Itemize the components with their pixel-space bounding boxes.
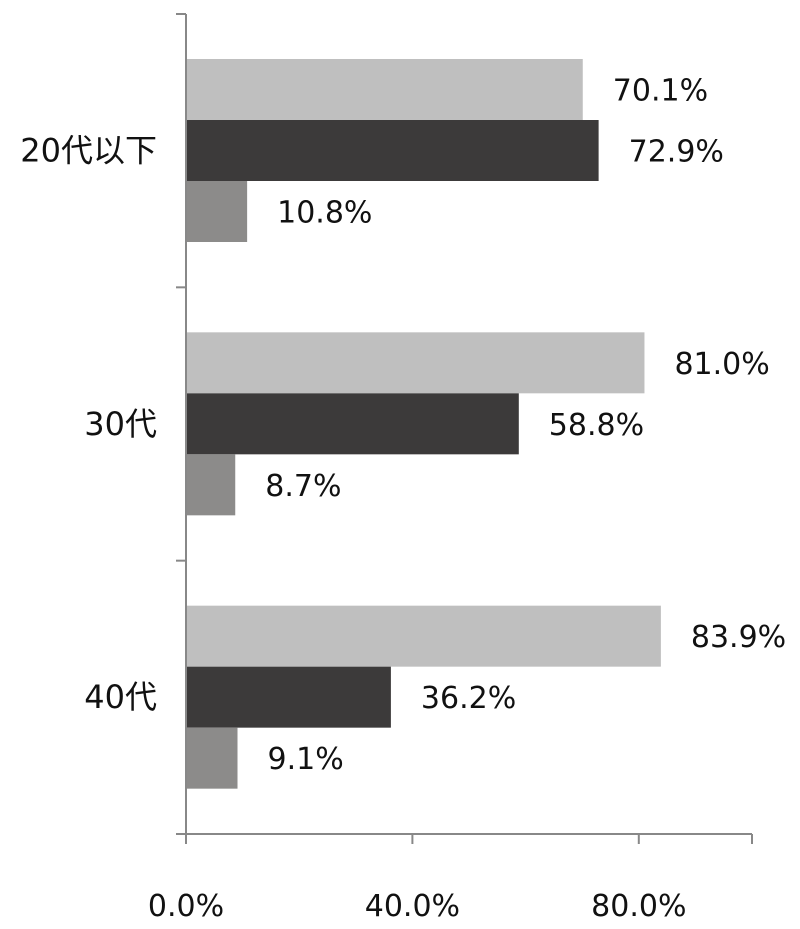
x-ticks-layer: 0.0% 40.0% 80.0% [148,834,753,924]
x-tick-label-1: 0.0% [148,889,224,924]
value-label-3-3: 9.1% [268,742,344,777]
y-ticks-layer [176,13,186,835]
bar-2-1 [186,332,645,394]
bar-2-2 [186,393,519,455]
value-label-3-2: 36.2% [421,681,516,716]
value-label-1-1: 70.1% [613,74,708,109]
value-label-1-2: 72.9% [629,135,724,170]
bar-1-3 [186,181,248,242]
bar-3-2 [186,666,391,728]
value-label-2-1: 81.0% [674,347,769,382]
x-tick-label-2: 40.0% [365,889,460,924]
bar-3-3 [186,727,238,789]
value-label-3-1: 83.9% [691,620,786,655]
bars-layer [186,59,661,789]
category-label-1: 20代以下 [20,132,157,170]
category-labels-layer: 20代以下 30代 40代 [20,132,157,717]
bar-2-3 [186,454,236,516]
x-tick-label-3: 80.0% [591,889,686,924]
bar-1-1 [186,59,583,120]
category-label-2: 30代 [84,405,157,443]
value-label-2-2: 58.8% [549,408,644,443]
value-labels-layer: 70.1% 72.9% 10.8% 81.0% 58.8% 8.7% 83.9% 36.2% 9… [265,74,786,778]
category-label-3: 40代 [84,678,157,716]
bar-1-2 [186,120,599,181]
bar-3-1 [186,605,661,667]
value-label-1-3: 10.8% [277,196,372,231]
value-label-2-3: 8.7% [265,469,341,504]
